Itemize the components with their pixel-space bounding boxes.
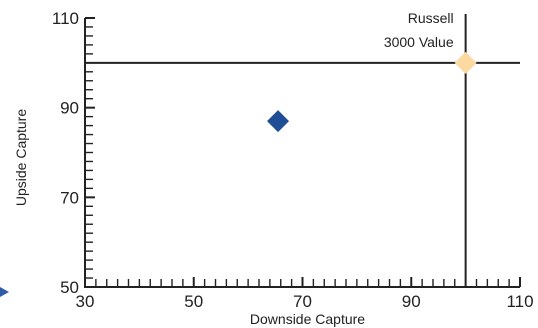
- x-tick-label: 30: [76, 292, 95, 311]
- y-tick-label: 90: [60, 99, 79, 118]
- minor-ticks: [84, 17, 521, 288]
- portfolio-point: [267, 110, 290, 133]
- annotations: Russell 3000 Value: [384, 10, 454, 50]
- x-axis-title: Downside Capture: [250, 311, 365, 327]
- x-tick-label: 90: [402, 292, 421, 311]
- x-tick-label: 50: [184, 292, 203, 311]
- benchmark-label-line: Russell: [408, 10, 454, 26]
- benchmark-label: Russell 3000 Value: [384, 10, 454, 50]
- left-edge-arrow-icon: [0, 287, 9, 297]
- x-tick-label: 110: [506, 292, 533, 311]
- y-axis-title: Upside Capture: [13, 109, 29, 206]
- data-points: [267, 51, 477, 133]
- y-tick-label: 50: [60, 278, 79, 297]
- y-tick-label: 70: [60, 188, 79, 207]
- x-tick-label: 70: [293, 292, 312, 311]
- benchmark-point: [454, 51, 477, 74]
- y-tick-label: 110: [52, 9, 79, 28]
- benchmark-label-line: 3000 Value: [384, 34, 454, 50]
